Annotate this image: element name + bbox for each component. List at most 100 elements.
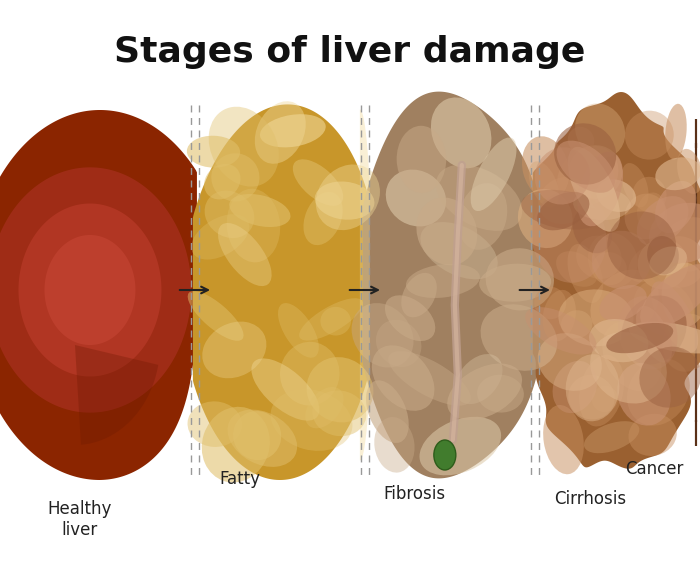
Ellipse shape (477, 375, 524, 413)
Ellipse shape (589, 319, 648, 362)
Ellipse shape (622, 163, 648, 208)
Ellipse shape (518, 189, 573, 248)
Ellipse shape (590, 270, 659, 338)
Ellipse shape (386, 169, 446, 226)
Ellipse shape (634, 279, 694, 336)
Ellipse shape (321, 307, 351, 336)
Ellipse shape (229, 194, 290, 227)
Ellipse shape (573, 208, 612, 253)
Ellipse shape (649, 203, 700, 263)
Ellipse shape (590, 332, 667, 403)
Ellipse shape (557, 146, 618, 206)
Text: Stages of liver damage: Stages of liver damage (114, 35, 586, 69)
Ellipse shape (528, 161, 559, 208)
Ellipse shape (602, 322, 662, 391)
Ellipse shape (228, 410, 297, 467)
Ellipse shape (662, 262, 700, 327)
Ellipse shape (606, 323, 673, 353)
Ellipse shape (458, 183, 508, 250)
Ellipse shape (561, 310, 592, 338)
Ellipse shape (204, 164, 241, 199)
Ellipse shape (538, 177, 591, 224)
Ellipse shape (556, 251, 598, 287)
Text: Fibrosis: Fibrosis (384, 485, 446, 503)
Polygon shape (193, 105, 370, 480)
Ellipse shape (434, 440, 456, 470)
Ellipse shape (655, 158, 700, 190)
Ellipse shape (566, 354, 620, 421)
Ellipse shape (486, 248, 554, 310)
Ellipse shape (651, 281, 698, 353)
Ellipse shape (202, 407, 270, 483)
Ellipse shape (316, 165, 380, 230)
Ellipse shape (677, 149, 700, 194)
Ellipse shape (629, 322, 700, 353)
Ellipse shape (596, 179, 636, 212)
Ellipse shape (637, 196, 689, 246)
Ellipse shape (366, 380, 409, 443)
Ellipse shape (480, 263, 551, 302)
Ellipse shape (542, 290, 576, 342)
Ellipse shape (227, 189, 280, 262)
Ellipse shape (188, 402, 242, 447)
Ellipse shape (211, 153, 260, 202)
Ellipse shape (305, 387, 344, 428)
Text: Cancer: Cancer (625, 460, 683, 478)
Ellipse shape (187, 136, 240, 168)
Ellipse shape (578, 152, 623, 226)
Ellipse shape (372, 345, 435, 411)
Ellipse shape (599, 285, 647, 321)
Ellipse shape (568, 375, 615, 419)
Ellipse shape (307, 357, 373, 422)
Ellipse shape (624, 193, 667, 239)
Ellipse shape (554, 123, 616, 185)
Polygon shape (75, 345, 158, 445)
Ellipse shape (568, 127, 594, 154)
Ellipse shape (293, 159, 343, 206)
Ellipse shape (522, 136, 569, 200)
Ellipse shape (304, 192, 343, 245)
Ellipse shape (481, 304, 557, 371)
Ellipse shape (629, 414, 677, 456)
Ellipse shape (622, 295, 687, 365)
Polygon shape (45, 235, 136, 345)
Text: Fatty: Fatty (219, 470, 260, 488)
Ellipse shape (662, 314, 700, 372)
Ellipse shape (665, 104, 687, 159)
Ellipse shape (278, 303, 318, 358)
Ellipse shape (647, 236, 679, 275)
Ellipse shape (652, 236, 700, 288)
Ellipse shape (522, 190, 605, 229)
Ellipse shape (376, 320, 421, 367)
Ellipse shape (255, 101, 306, 164)
Ellipse shape (188, 291, 244, 341)
Ellipse shape (639, 347, 700, 407)
Ellipse shape (537, 192, 589, 230)
Ellipse shape (436, 165, 522, 231)
Ellipse shape (389, 351, 471, 406)
Ellipse shape (416, 198, 477, 265)
Ellipse shape (421, 222, 498, 279)
Ellipse shape (592, 386, 618, 412)
Ellipse shape (579, 355, 624, 426)
Ellipse shape (569, 145, 622, 199)
Ellipse shape (636, 306, 672, 363)
Ellipse shape (280, 342, 340, 406)
Ellipse shape (573, 188, 631, 220)
Ellipse shape (447, 363, 522, 420)
Ellipse shape (629, 245, 668, 282)
Ellipse shape (525, 307, 596, 355)
Ellipse shape (627, 358, 690, 426)
Ellipse shape (260, 114, 326, 148)
Ellipse shape (640, 264, 700, 328)
Ellipse shape (251, 359, 319, 420)
Ellipse shape (470, 138, 517, 211)
Ellipse shape (351, 303, 414, 368)
Ellipse shape (576, 236, 622, 279)
Ellipse shape (588, 233, 638, 288)
Ellipse shape (271, 389, 352, 451)
Ellipse shape (592, 230, 651, 289)
Ellipse shape (401, 273, 437, 318)
Ellipse shape (209, 106, 279, 186)
Ellipse shape (650, 246, 687, 275)
